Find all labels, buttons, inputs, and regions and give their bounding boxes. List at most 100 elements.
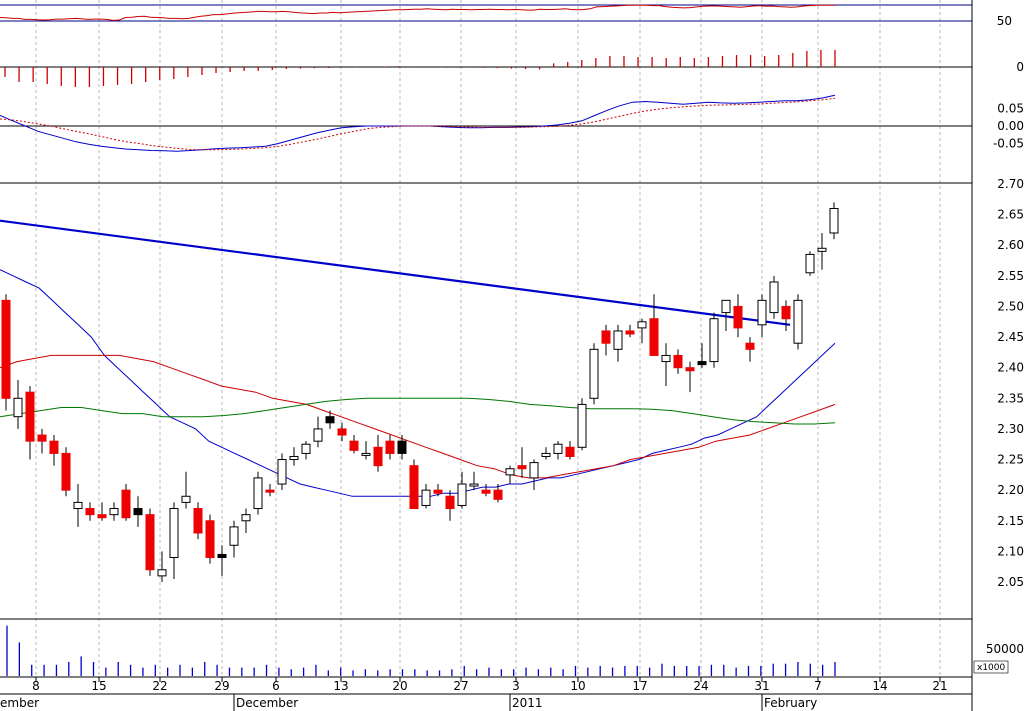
candlestick bbox=[181, 471, 191, 509]
macd-tick-label: 0.05 bbox=[997, 102, 1024, 116]
candle-body bbox=[109, 508, 119, 516]
candle-body bbox=[673, 354, 683, 369]
candle-body bbox=[481, 489, 491, 494]
candlestick bbox=[169, 502, 179, 579]
candlestick bbox=[385, 435, 395, 460]
x-tick-label: 10 bbox=[570, 679, 585, 693]
histogram-tick-label: 0 bbox=[1016, 60, 1024, 74]
volume-multiplier-label: x1000 bbox=[977, 663, 1006, 673]
candle-body bbox=[301, 443, 311, 454]
candlestick bbox=[733, 294, 743, 338]
candle-body bbox=[229, 526, 239, 546]
price-tick-label: 2.35 bbox=[997, 391, 1024, 405]
price-tick-label: 2.70 bbox=[997, 177, 1024, 191]
candle-body bbox=[553, 443, 563, 454]
candlestick bbox=[721, 299, 731, 331]
axis: 50 0 0.05 0.00 -0.05 2.70 2.65 2.60 2.55 2.50 2.45… bbox=[0, 14, 1024, 711]
oscillator-line bbox=[0, 4, 835, 21]
candlestick bbox=[49, 435, 59, 466]
x-tick-label: 14 bbox=[872, 679, 887, 693]
x-tick-label: 17 bbox=[632, 679, 647, 693]
candlestick bbox=[37, 428, 47, 454]
candlestick bbox=[517, 447, 527, 478]
candle-body bbox=[505, 468, 515, 476]
candle-body bbox=[685, 367, 695, 372]
candle-body bbox=[13, 397, 23, 418]
candlestick bbox=[709, 312, 719, 368]
candle-body bbox=[289, 455, 299, 461]
candle-body bbox=[325, 416, 335, 424]
candlestick bbox=[397, 435, 407, 460]
candlestick bbox=[409, 459, 419, 510]
price-tick-label: 2.50 bbox=[997, 299, 1024, 313]
candle-body bbox=[337, 428, 347, 436]
candle-body bbox=[421, 489, 431, 506]
candle-body bbox=[217, 553, 227, 559]
candle-body bbox=[457, 483, 467, 506]
x-tick-label: 21 bbox=[932, 679, 947, 693]
x-tick-label: 8 bbox=[32, 679, 40, 693]
candle-body bbox=[253, 477, 263, 510]
candle-body bbox=[205, 520, 215, 559]
candle-body bbox=[157, 569, 167, 577]
candlestick bbox=[613, 324, 623, 362]
candlestick bbox=[601, 324, 611, 356]
grid bbox=[0, 0, 973, 711]
candlestick bbox=[325, 410, 335, 429]
candlestick bbox=[757, 294, 767, 338]
candle-body bbox=[733, 305, 743, 329]
candle-body bbox=[133, 508, 143, 516]
candle-body bbox=[637, 321, 647, 329]
candlestick bbox=[121, 484, 131, 521]
candlestick bbox=[649, 294, 659, 356]
candle-body bbox=[409, 465, 419, 510]
candlestick bbox=[421, 484, 431, 509]
candlestick bbox=[457, 471, 467, 509]
candle-body bbox=[769, 281, 779, 314]
candle-body bbox=[661, 354, 671, 363]
candlestick bbox=[229, 520, 239, 558]
candlestick bbox=[553, 441, 563, 460]
x-tick-label: 31 bbox=[754, 679, 769, 693]
candle-body bbox=[445, 495, 455, 510]
candle-body bbox=[529, 462, 539, 479]
candle-body bbox=[313, 428, 323, 442]
price-tick-label: 2.25 bbox=[997, 453, 1024, 467]
candle-body bbox=[805, 253, 815, 274]
candle-body bbox=[361, 452, 371, 456]
x-tick-label: 15 bbox=[91, 679, 106, 693]
price-tick-label: 2.15 bbox=[997, 514, 1024, 528]
x-tick-label: 29 bbox=[214, 679, 229, 693]
candle-body bbox=[745, 342, 755, 350]
candle-body bbox=[589, 348, 599, 399]
candle-body bbox=[517, 465, 527, 470]
candlestick bbox=[253, 471, 263, 515]
candle-body bbox=[565, 446, 575, 457]
candlestick bbox=[625, 324, 635, 338]
macd-tick-label: -0.05 bbox=[993, 137, 1024, 151]
candlestick bbox=[193, 502, 203, 540]
candle-body bbox=[277, 459, 287, 485]
month-label: 2011 bbox=[512, 696, 543, 710]
macd-line bbox=[0, 94, 836, 152]
candle-body bbox=[145, 514, 155, 571]
candle-body bbox=[601, 330, 611, 344]
candlestick bbox=[289, 447, 299, 466]
moving-average-green bbox=[0, 397, 836, 425]
month-label: ember bbox=[0, 696, 39, 710]
x-tick-label: 24 bbox=[693, 679, 708, 693]
x-tick-label: 6 bbox=[272, 679, 280, 693]
candle-body bbox=[85, 508, 95, 516]
candlestick bbox=[133, 496, 143, 527]
candle-body bbox=[61, 452, 71, 491]
candlestick bbox=[505, 465, 515, 485]
candle-body bbox=[385, 440, 395, 454]
candlestick bbox=[445, 490, 455, 521]
trend-line bbox=[0, 219, 791, 326]
candle-body bbox=[577, 403, 587, 448]
candlestick bbox=[829, 202, 839, 240]
candlestick bbox=[685, 361, 695, 393]
price-tick-label: 2.10 bbox=[997, 544, 1024, 558]
candlestick bbox=[265, 484, 275, 497]
